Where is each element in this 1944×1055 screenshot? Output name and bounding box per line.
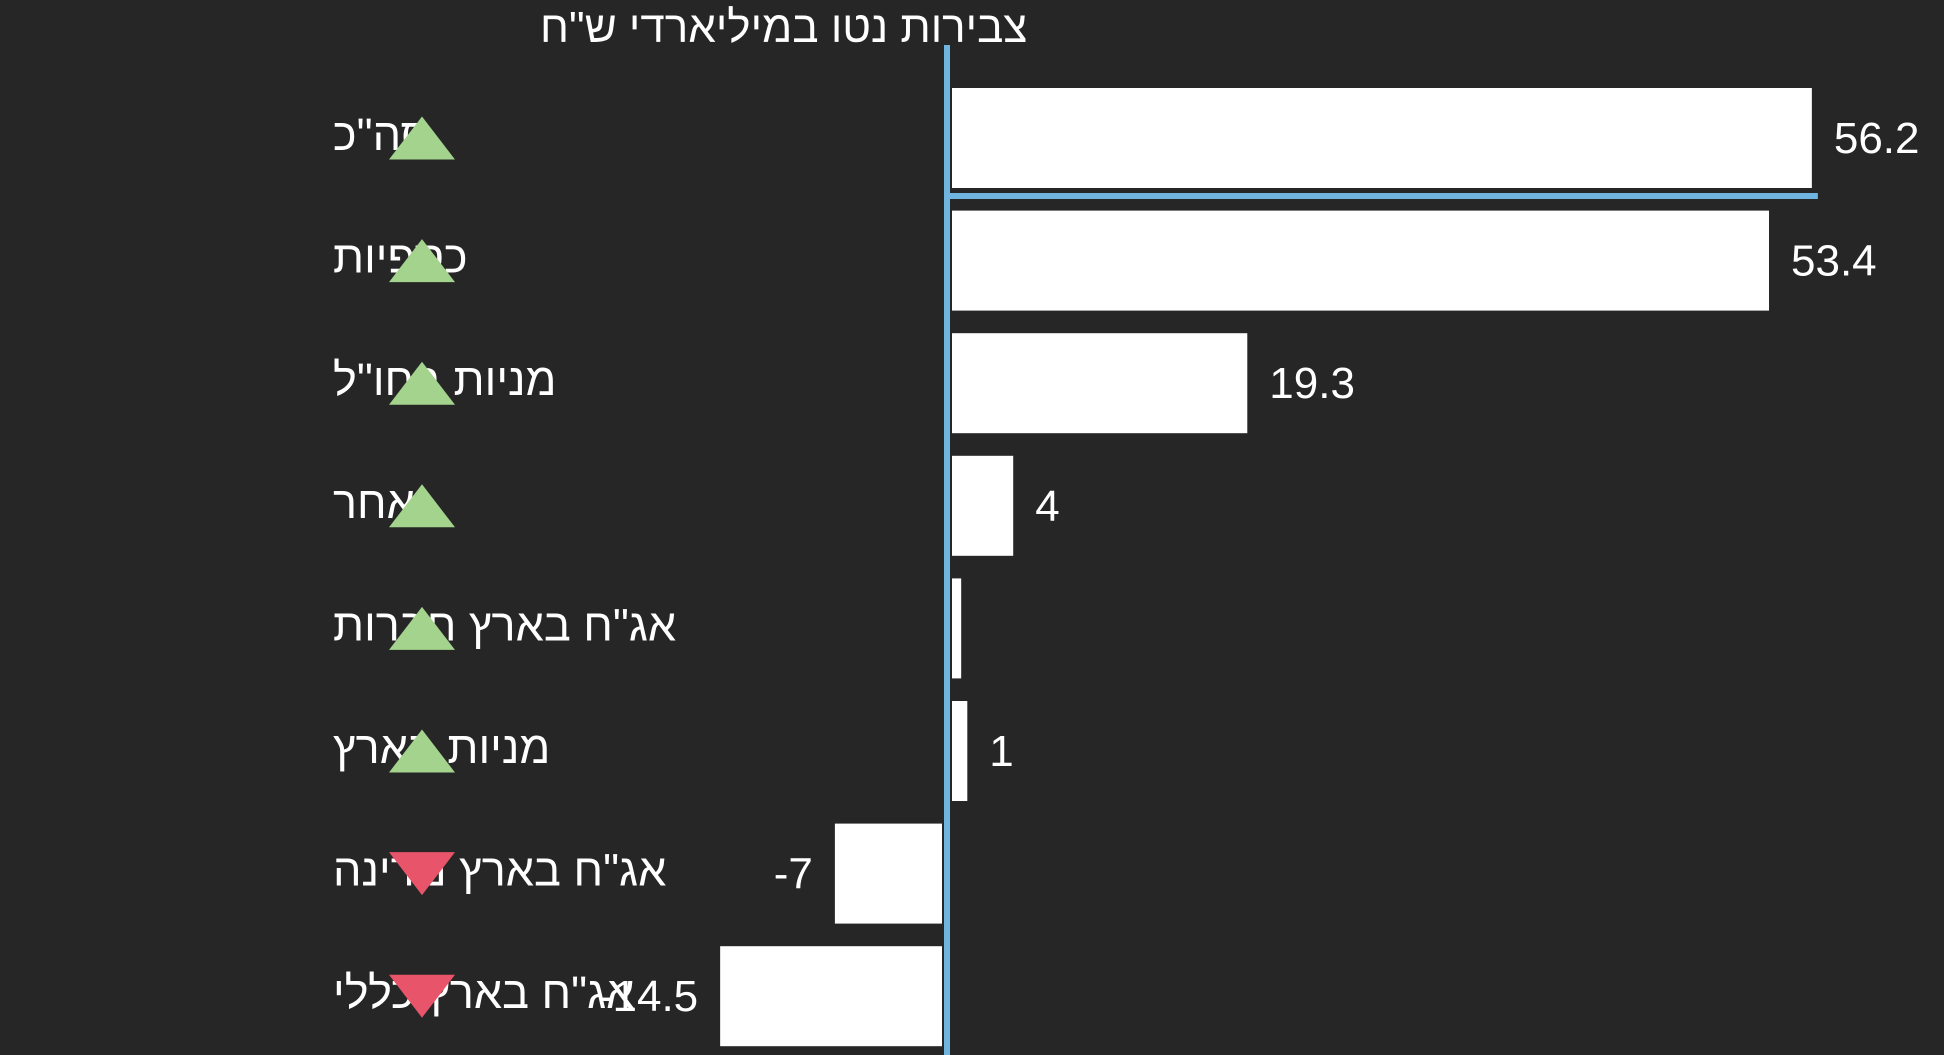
bar-row: סה"כ 56.2 <box>333 88 1920 188</box>
triangle-up-icon <box>389 484 455 528</box>
value-label: 56.2 <box>1834 114 1920 163</box>
chart-title: צבירות נטו במיליארדי ש"ח <box>540 3 1027 52</box>
bar <box>952 333 1248 434</box>
bar-row: כספיות 53.4 <box>333 210 1877 311</box>
triangle-up-icon <box>389 361 455 405</box>
bar <box>952 701 968 801</box>
triangle-up-icon <box>389 729 455 773</box>
bar-row: אג"ח בארץ חברות <box>333 578 962 679</box>
bar-row: מניות בחו"ל 19.3 <box>333 333 1355 434</box>
triangle-up-icon <box>389 116 455 160</box>
bar <box>720 946 942 1047</box>
value-label: 19.3 <box>1269 359 1355 408</box>
value-label: -14.5 <box>598 972 698 1021</box>
category-label: אג"ח בארץ כללי <box>333 967 634 1018</box>
value-label: 4 <box>1035 482 1059 531</box>
triangle-up-icon <box>389 606 455 650</box>
bar <box>952 210 1770 311</box>
category-label: אג"ח בארץ חברות <box>333 599 676 650</box>
triangle-down-icon <box>389 974 455 1018</box>
value-label: 53.4 <box>1791 237 1877 286</box>
bar <box>952 578 962 679</box>
triangle-up-icon <box>389 239 455 283</box>
bar-row: מניות בארץ 1 <box>333 701 1014 801</box>
triangle-down-icon <box>389 852 455 896</box>
bar <box>952 455 1014 556</box>
chart-rows: סה"כ 56.2 כספיות 53.4 מניות בחו"ל 19.3 אחר 4 אג"… <box>333 88 1920 1047</box>
bar <box>834 823 942 924</box>
bar-row: אג"ח בארץ מדינה -7 <box>333 823 942 924</box>
bar-row: אג"ח בארץ כללי-14.5 <box>333 946 942 1047</box>
bar <box>952 88 1812 188</box>
category-label: אג"ח בארץ מדינה <box>333 845 666 896</box>
value-label: 1 <box>989 727 1013 776</box>
bar-row: אחר 4 <box>333 455 1060 556</box>
value-label: -7 <box>774 850 813 899</box>
